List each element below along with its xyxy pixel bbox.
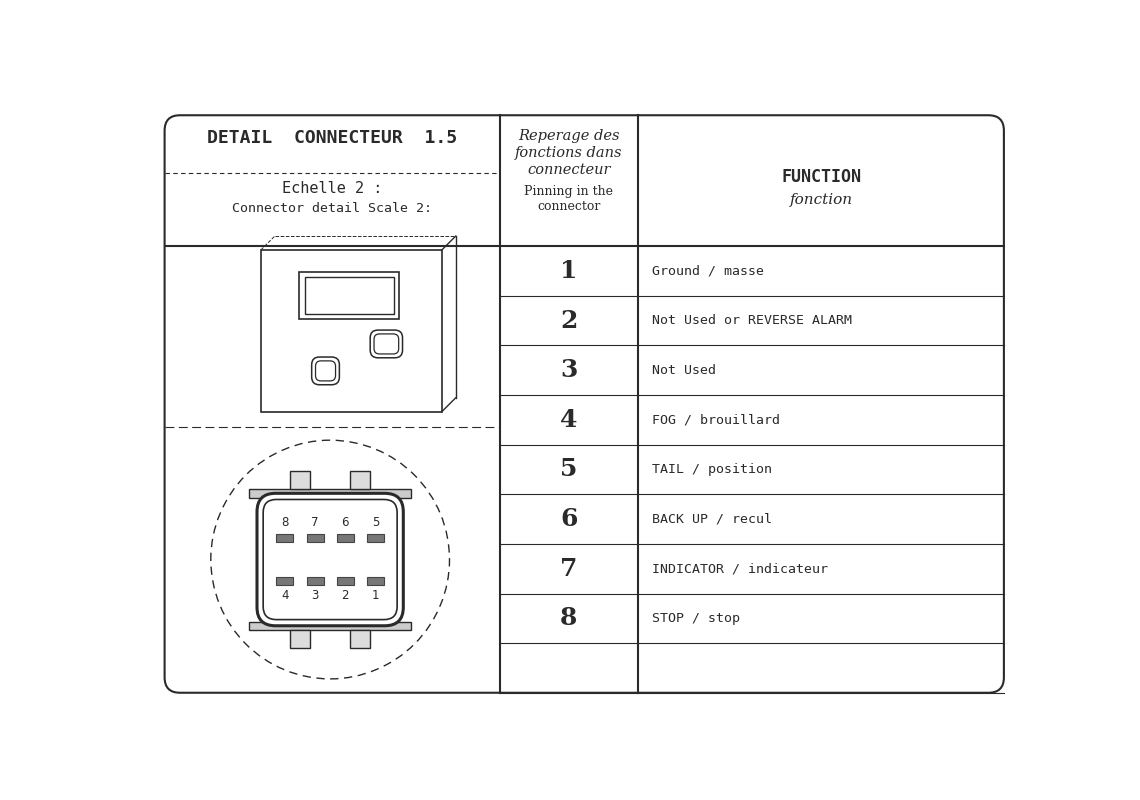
Circle shape	[211, 440, 449, 679]
FancyBboxPatch shape	[164, 115, 1004, 693]
Text: fonction: fonction	[790, 193, 853, 207]
Bar	[276, 534, 293, 542]
Bar	[350, 470, 371, 489]
Bar	[350, 630, 371, 649]
Bar	[307, 577, 324, 585]
Text: Ground / masse: Ground / masse	[652, 265, 764, 278]
Bar	[300, 271, 399, 319]
Text: 2: 2	[560, 309, 578, 333]
Text: Echelle 2 :: Echelle 2 :	[282, 181, 382, 196]
Bar	[250, 622, 412, 630]
Text: 3: 3	[311, 589, 319, 602]
Text: 1: 1	[372, 589, 380, 602]
Text: TAIL / position: TAIL / position	[652, 463, 772, 476]
Text: fonctions dans: fonctions dans	[515, 146, 622, 160]
Text: 8: 8	[282, 516, 288, 529]
FancyBboxPatch shape	[311, 357, 340, 385]
Text: connector: connector	[537, 200, 601, 214]
Text: 1: 1	[560, 259, 578, 283]
Text: 8: 8	[560, 606, 578, 630]
Text: DETAIL  CONNECTEUR  1.5: DETAIL CONNECTEUR 1.5	[207, 130, 457, 147]
Bar	[290, 630, 310, 649]
Text: STOP / stop: STOP / stop	[652, 612, 740, 625]
FancyBboxPatch shape	[256, 494, 404, 626]
Text: BACK UP / recul: BACK UP / recul	[652, 513, 772, 526]
Bar	[290, 470, 310, 489]
Text: Not Used or REVERSE ALARM: Not Used or REVERSE ALARM	[652, 314, 852, 327]
Text: 6: 6	[560, 507, 578, 531]
Text: Reperage des: Reperage des	[518, 129, 620, 143]
Text: connecteur: connecteur	[527, 163, 611, 177]
Text: 5: 5	[560, 458, 578, 482]
Text: 4: 4	[282, 589, 288, 602]
Text: FUNCTION: FUNCTION	[781, 168, 861, 186]
Bar	[276, 577, 293, 585]
Text: INDICATOR / indicateur: INDICATOR / indicateur	[652, 562, 828, 575]
Text: 3: 3	[560, 358, 578, 382]
Bar	[367, 534, 384, 542]
Text: 2: 2	[342, 589, 349, 602]
Text: 7: 7	[560, 557, 578, 581]
Text: FOG / brouillard: FOG / brouillard	[652, 414, 780, 426]
Text: Not Used: Not Used	[652, 364, 716, 377]
Text: Connector detail Scale 2:: Connector detail Scale 2:	[233, 202, 432, 215]
FancyBboxPatch shape	[374, 334, 399, 354]
Text: 5: 5	[372, 516, 380, 529]
Bar	[367, 577, 384, 585]
FancyBboxPatch shape	[370, 330, 402, 358]
Bar	[250, 489, 412, 498]
Text: Pinning in the: Pinning in the	[524, 185, 613, 198]
Bar	[304, 277, 394, 314]
Bar	[336, 534, 353, 542]
Text: 7: 7	[311, 516, 319, 529]
Bar	[307, 534, 324, 542]
Text: 4: 4	[560, 408, 578, 432]
Bar	[261, 250, 442, 412]
Bar	[336, 577, 353, 585]
FancyBboxPatch shape	[263, 499, 397, 619]
Text: 6: 6	[342, 516, 349, 529]
FancyBboxPatch shape	[316, 361, 335, 381]
